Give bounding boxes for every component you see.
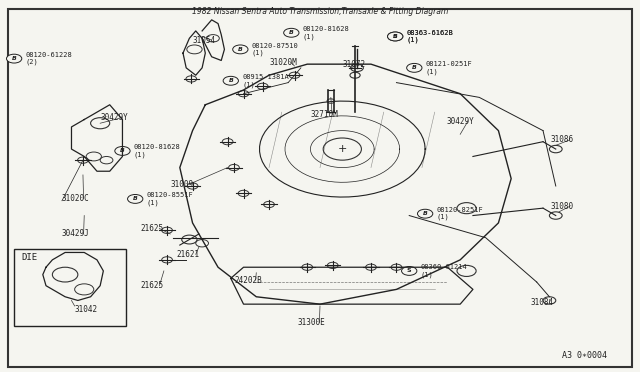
Text: 31072: 31072 — [342, 60, 365, 69]
Text: 08120-81628
(1): 08120-81628 (1) — [134, 144, 180, 158]
Text: +: + — [338, 144, 347, 154]
Text: B: B — [238, 47, 243, 52]
Text: 30429Y: 30429Y — [100, 113, 128, 122]
Text: B: B — [412, 65, 417, 70]
Circle shape — [115, 147, 130, 155]
Text: 08363-6162B
(1): 08363-6162B (1) — [406, 30, 453, 43]
Text: 1982 Nissan Sentra Auto Transmission,Transaxle & Fitting Diagram: 1982 Nissan Sentra Auto Transmission,Tra… — [192, 7, 448, 16]
Circle shape — [388, 32, 403, 41]
Text: 30429Y: 30429Y — [446, 117, 474, 126]
Text: 31020C: 31020C — [62, 195, 90, 203]
Text: B: B — [393, 34, 397, 39]
Text: 24202B: 24202B — [234, 276, 262, 285]
FancyBboxPatch shape — [8, 9, 632, 367]
Text: 21625: 21625 — [140, 224, 163, 233]
Text: 21625: 21625 — [140, 281, 163, 290]
Text: 31020M: 31020M — [269, 58, 297, 67]
Circle shape — [233, 45, 248, 54]
Circle shape — [388, 32, 403, 41]
Circle shape — [406, 63, 422, 72]
Text: 08120-87510
(1): 08120-87510 (1) — [252, 43, 299, 56]
Text: 31009: 31009 — [170, 180, 193, 189]
Text: S: S — [393, 34, 397, 39]
Text: 08360-61214
(1): 08360-61214 (1) — [420, 264, 467, 278]
Text: 08915-1381A
(1): 08915-1381A (1) — [243, 74, 289, 87]
Text: 32710M: 32710M — [310, 109, 338, 119]
Text: 21621: 21621 — [177, 250, 200, 259]
Circle shape — [284, 28, 299, 37]
Circle shape — [401, 266, 417, 275]
Text: 30429J: 30429J — [62, 230, 90, 238]
Text: B: B — [423, 211, 428, 216]
Text: DIE: DIE — [22, 253, 38, 263]
Text: B: B — [289, 30, 294, 35]
Text: 08121-0251F
(1): 08121-0251F (1) — [426, 61, 472, 75]
Text: 31042: 31042 — [75, 305, 98, 314]
Text: 31084: 31084 — [531, 298, 554, 307]
Text: B: B — [12, 56, 17, 61]
FancyBboxPatch shape — [14, 249, 125, 326]
Text: S: S — [407, 269, 412, 273]
Text: 08120-81628
(1): 08120-81628 (1) — [303, 26, 349, 39]
Circle shape — [417, 209, 433, 218]
Text: 31054: 31054 — [193, 36, 216, 45]
Text: B: B — [120, 148, 125, 153]
Text: B: B — [228, 78, 233, 83]
Text: A3 0∗0004: A3 0∗0004 — [562, 351, 607, 360]
Circle shape — [6, 54, 22, 63]
Text: B: B — [133, 196, 138, 201]
Text: 31086: 31086 — [550, 135, 574, 144]
Text: 08120-8551F
(1): 08120-8551F (1) — [147, 192, 193, 206]
Text: 31080: 31080 — [550, 202, 574, 211]
Text: 31300E: 31300E — [298, 318, 326, 327]
Circle shape — [223, 76, 239, 85]
Circle shape — [127, 195, 143, 203]
Text: 08363-6162B
(1): 08363-6162B (1) — [406, 30, 453, 43]
Text: 08120-61228
(2): 08120-61228 (2) — [26, 52, 72, 65]
Text: 08120-8251F
(1): 08120-8251F (1) — [436, 207, 483, 221]
